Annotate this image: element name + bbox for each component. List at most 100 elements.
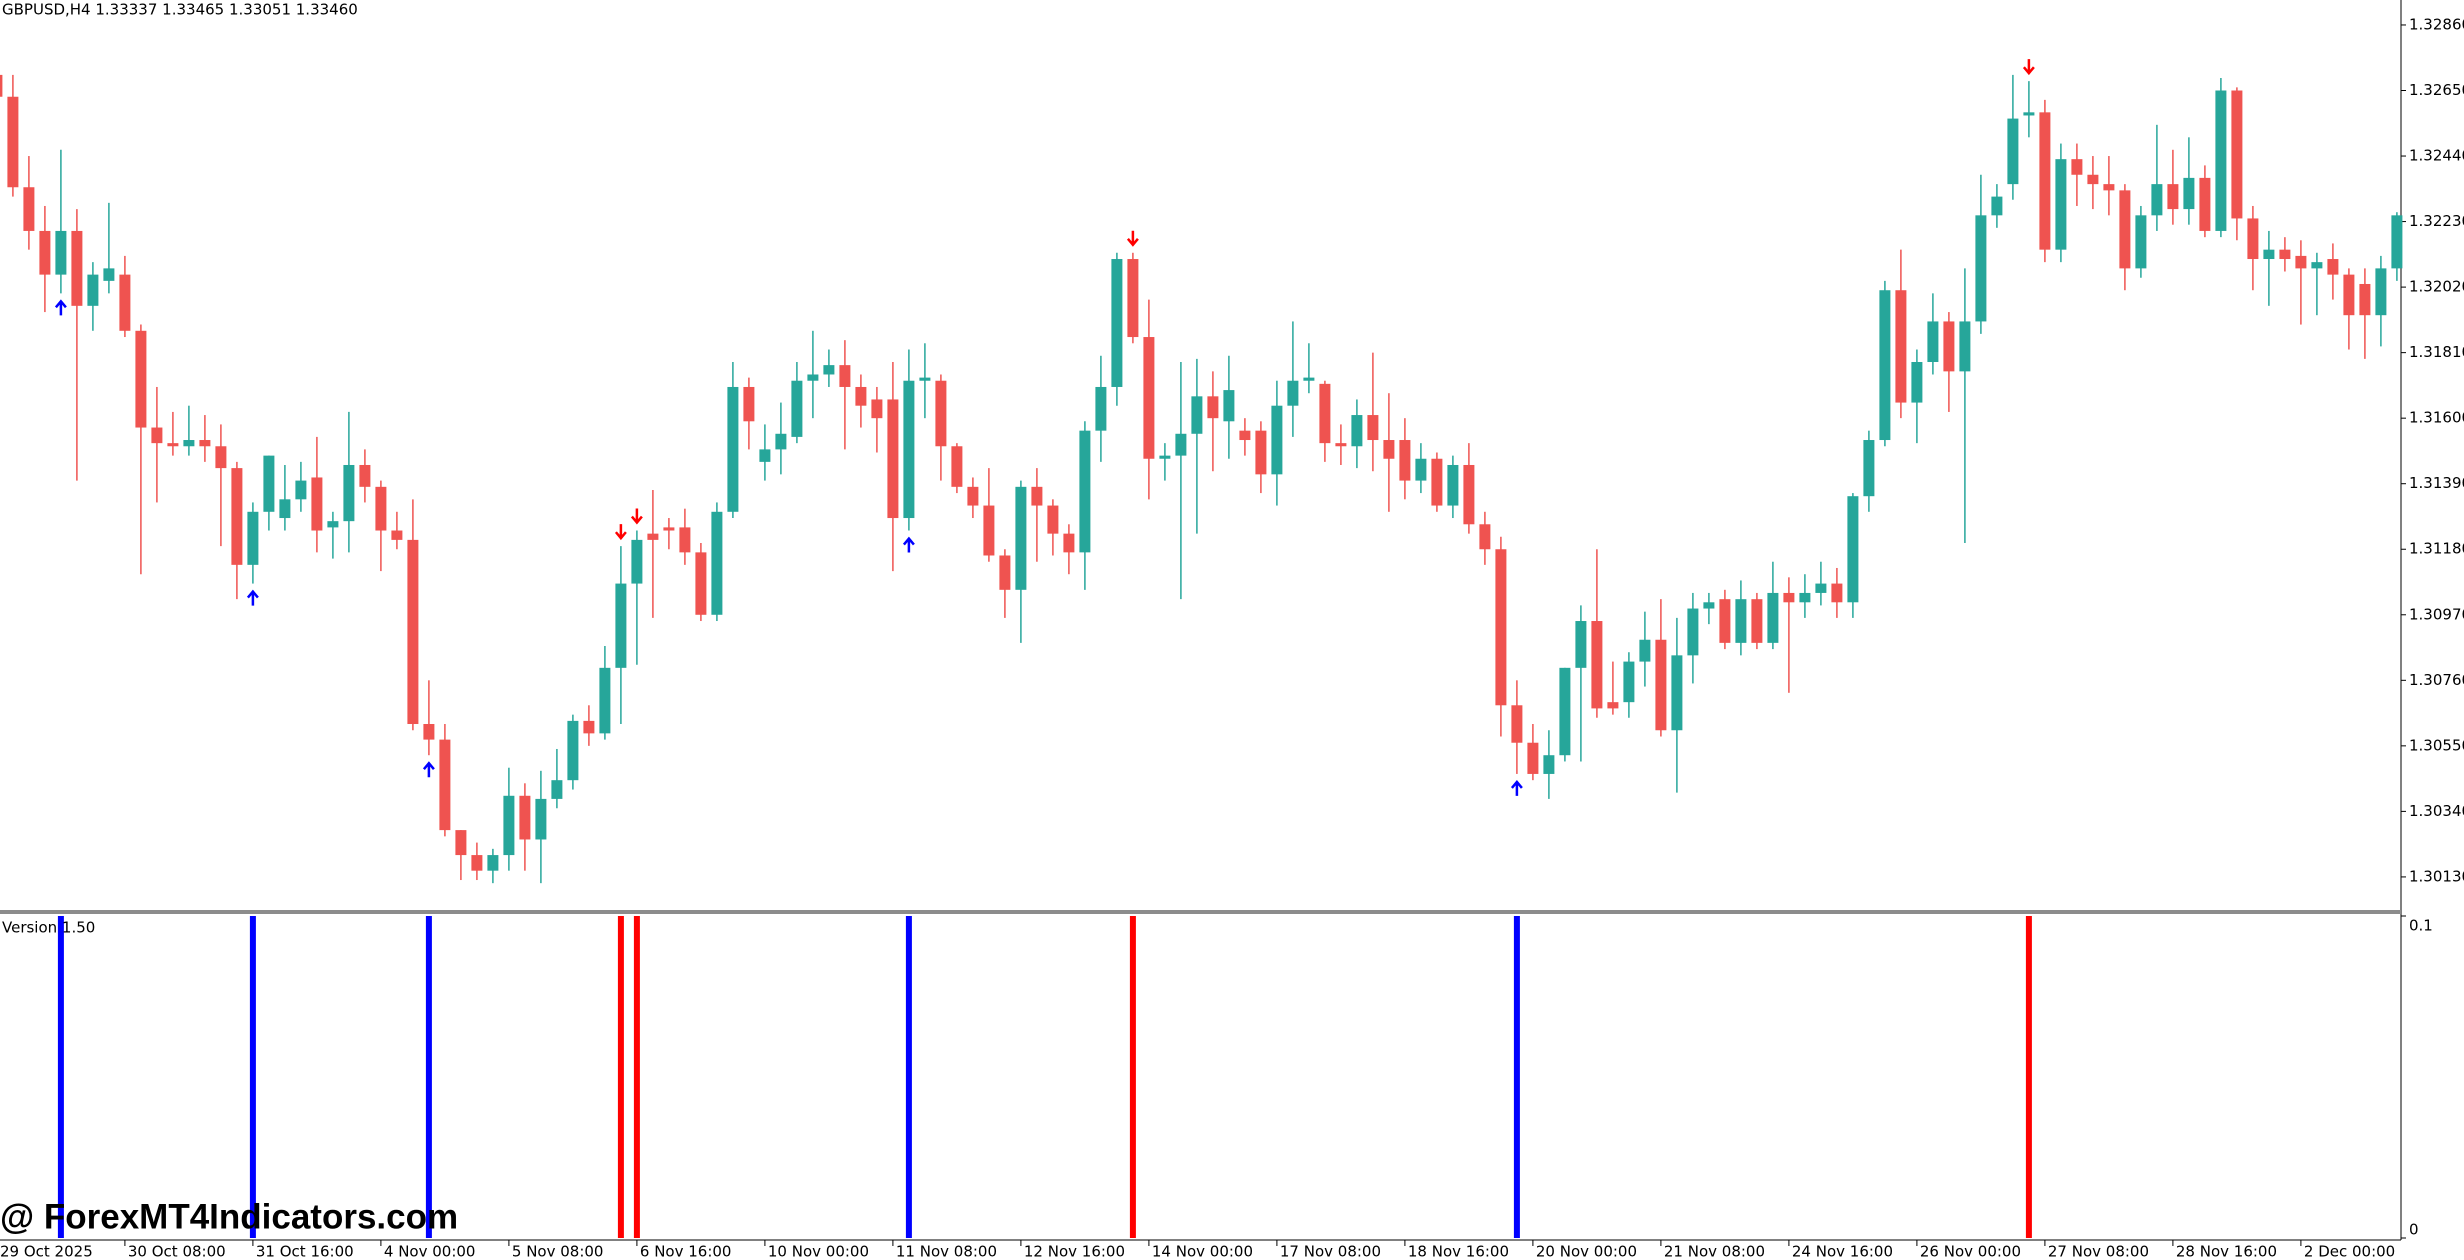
signal-bar [57, 916, 64, 1238]
x-tick-label: 14 Nov 00:00 [1152, 1243, 1253, 1260]
signal-arrow [54, 299, 67, 316]
candle-body [343, 464, 355, 522]
candle-body [391, 530, 403, 540]
indicator-label: Version 1.50 [2, 919, 95, 937]
candle-body [0, 74, 3, 97]
candle-body [1623, 661, 1635, 703]
candle-body [1335, 443, 1347, 447]
candle-body [775, 433, 787, 450]
candle-body [1463, 464, 1475, 525]
y-tick-label: 1.30550 [2409, 736, 2464, 754]
candle-body [903, 380, 915, 519]
x-tick-label: 17 Nov 08:00 [1280, 1243, 1381, 1260]
candle-body [1207, 396, 1219, 419]
candle-body [935, 380, 947, 447]
signal-arrow [1510, 779, 1523, 796]
candle-body [2183, 177, 2195, 210]
candle-body [1591, 621, 1603, 709]
candle-body [1975, 215, 1987, 322]
x-tick-label: 28 Nov 16:00 [2176, 1243, 2277, 1260]
candle-body [631, 539, 643, 584]
signal-bar [617, 916, 624, 1238]
candle-body [2007, 118, 2019, 185]
signal-arrow [902, 536, 915, 553]
candle-body [1607, 702, 1619, 709]
candle-body [1479, 524, 1491, 550]
candle-body [1735, 599, 1747, 643]
candle-body [1495, 549, 1507, 706]
x-tick-label: 30 Oct 08:00 [128, 1243, 226, 1260]
candle-body [791, 380, 803, 437]
y-tick-label: 1.32230 [2409, 212, 2464, 230]
candle-body [599, 667, 611, 734]
candle-body [1303, 377, 1315, 381]
signal-bar [1513, 916, 1520, 1238]
candle-body [1223, 390, 1235, 422]
candle-body [1959, 321, 1971, 372]
candle-body [887, 399, 899, 519]
candle-body [999, 555, 1011, 590]
signal-bar [905, 916, 912, 1238]
indicator-y-tick-label: 0 [2409, 1221, 2419, 1239]
candle-body [23, 187, 35, 231]
x-tick-label: 11 Nov 08:00 [896, 1243, 997, 1260]
candle-body [2391, 215, 2403, 269]
candle-body [1015, 486, 1027, 590]
candle-body [1719, 599, 1731, 643]
candle-body [1191, 396, 1203, 434]
candle-body [1703, 602, 1715, 609]
candle-body [151, 427, 163, 444]
chart-title: GBPUSD,H4 1.33337 1.33465 1.33051 1.3346… [2, 1, 358, 19]
candle-body [1927, 321, 1939, 363]
candle-body [2343, 274, 2355, 316]
y-tick-label: 1.31810 [2409, 343, 2464, 361]
marks: 1.32860 1.32650 1.32440 1.32230 1.32020 1.318… [0, 15, 2464, 1260]
candle-body [39, 230, 51, 275]
signal-bar [633, 916, 640, 1238]
candle-body [487, 855, 499, 871]
y-tick-label: 1.32860 [2409, 15, 2464, 33]
candle-body [1543, 755, 1555, 774]
candle-body [1895, 290, 1907, 403]
candle-body [711, 511, 723, 615]
y-tick-label: 1.32020 [2409, 278, 2464, 296]
y-tick-label: 1.32650 [2409, 81, 2464, 99]
candle-body [2247, 218, 2259, 260]
signal-arrow [2022, 59, 2035, 76]
candle-body [1447, 464, 1459, 506]
candle-body [983, 505, 995, 556]
candle-body [1799, 592, 1811, 603]
x-tick-label: 29 Oct 2025 [0, 1243, 93, 1260]
candle-body [103, 268, 115, 281]
x-tick-label: 6 Nov 16:00 [640, 1243, 732, 1260]
candle-body [1831, 583, 1843, 603]
pane-separator [0, 910, 2401, 914]
candle-body [2103, 184, 2115, 191]
candle-body [951, 446, 963, 487]
candle-body [2231, 90, 2243, 219]
candle-body [1511, 705, 1523, 743]
candle-body [2151, 184, 2163, 216]
candle-body [215, 446, 227, 469]
signal-arrow [630, 508, 643, 525]
candle-body [1095, 386, 1107, 431]
candle-body [1079, 430, 1091, 553]
y-tick-label: 1.32440 [2409, 147, 2464, 165]
candle-body [71, 230, 83, 306]
signal-arrow [422, 761, 435, 778]
y-tick-label: 1.31600 [2409, 409, 2464, 427]
candle-body [1687, 608, 1699, 656]
candle-body [1399, 440, 1411, 481]
candle-body [727, 386, 739, 512]
x-tick-label: 18 Nov 16:00 [1408, 1243, 1509, 1260]
y-tick-label: 1.31180 [2409, 540, 2464, 558]
candle-body [1159, 455, 1171, 459]
candle-body [759, 449, 771, 462]
x-tick-label: 26 Nov 00:00 [1920, 1243, 2021, 1260]
y-tick-label: 1.31390 [2409, 474, 2464, 492]
candle-body [695, 552, 707, 615]
candle-body [2263, 249, 2275, 260]
